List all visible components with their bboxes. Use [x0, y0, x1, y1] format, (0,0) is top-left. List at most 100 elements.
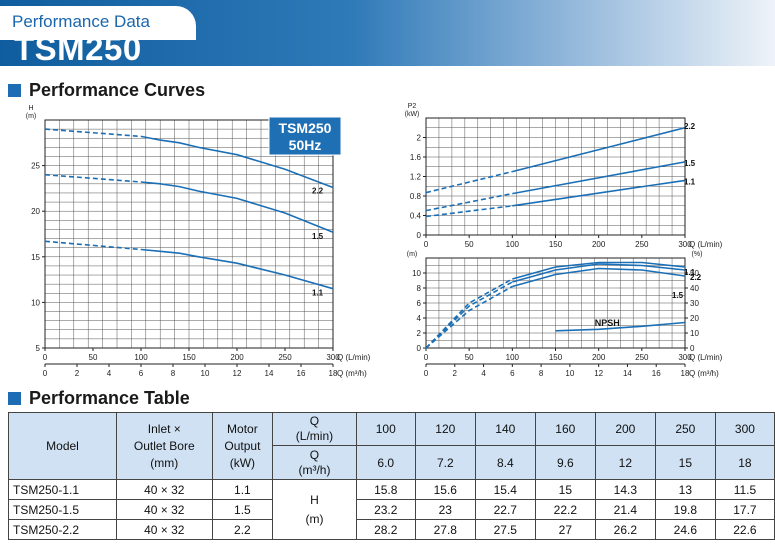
x2-axis-label: Q (m³/h): [337, 369, 367, 378]
x2-tick-label: 14: [265, 369, 274, 378]
x-tick-label: 300: [678, 353, 692, 362]
x2-tick-label: 10: [201, 369, 210, 378]
x-tick-label: 0: [424, 353, 429, 362]
x2-tick-label: 14: [623, 369, 632, 378]
y-tick-label: 0.4: [410, 212, 422, 221]
head-value-cell: 28.2: [355, 519, 416, 540]
curve-npsh-eta-solid: [512, 261, 686, 280]
curve-power-dashed: [425, 205, 513, 218]
x2-tick-label: 4: [481, 369, 486, 378]
head-value-cell: 22.2: [534, 499, 596, 520]
series-label: 2.2: [684, 122, 696, 131]
head-value-cell: 22.6: [714, 519, 775, 540]
curve-head-solid: [140, 248, 334, 290]
y-tick-label: 10: [31, 298, 40, 307]
head-value-cell: 15.4: [474, 479, 536, 500]
model-cell: TSM250-2.2: [7, 519, 118, 540]
x-tick-label: 200: [592, 240, 606, 249]
y2-axis-label: Eta: [692, 248, 703, 250]
model-badge: [268, 116, 342, 156]
x2-tick-label: 18: [681, 369, 690, 378]
x-tick-label: 0: [424, 240, 429, 249]
model-cell: TSM250-1.1: [7, 479, 118, 500]
y-axis-label: NPSH: [402, 248, 421, 250]
y-axis-unit: (kW): [405, 111, 420, 118]
series-label: 1.5: [312, 232, 324, 241]
y-tick-label: 15: [31, 253, 40, 262]
x-axis-label: Q (L/min): [337, 353, 371, 362]
flow-lmin-cell: 120: [414, 412, 476, 446]
y-tick-label: 1.6: [410, 153, 422, 162]
x-tick-label: 150: [182, 353, 196, 362]
y-tick-label: 2: [417, 134, 422, 143]
head-value-cell: 27.5: [474, 519, 536, 540]
y-axis-unit: (m): [407, 251, 418, 258]
y2-tick-label: 0: [690, 344, 695, 353]
x-tick-label: 200: [592, 353, 606, 362]
y-tick-label: 0: [417, 231, 422, 240]
badge-model: TSM250: [279, 120, 332, 136]
y-tick-label: 8: [417, 284, 422, 293]
series-label: 1.5: [684, 159, 696, 168]
x2-tick-label: 18: [329, 369, 338, 378]
curve-power-solid: [512, 161, 686, 195]
y2-tick-label: 40: [690, 284, 699, 293]
x2-tick-label: 6: [510, 369, 515, 378]
section-heading-curves: Performance Curves: [8, 80, 205, 100]
flow-m3h-cell: 9.6: [534, 445, 596, 480]
series-label: 1.1: [312, 289, 324, 298]
x-axis-label: Q (L/min): [689, 240, 723, 249]
head-value-cell: 13: [654, 479, 716, 500]
header-q-m3h: Q (m³/h): [272, 445, 357, 480]
bore-cell: 40 × 32: [116, 519, 213, 540]
flow-lmin-cell: 250: [654, 412, 716, 446]
table-row: TSM250-2.2 40 × 32 2.2 28.2 27.8 27.5 27…: [7, 519, 775, 540]
flow-lmin-cell: 200: [594, 412, 656, 446]
y-tick-label: 10: [412, 269, 421, 278]
y-tick-label: 1.2: [410, 173, 422, 182]
badge-frequency: 50Hz: [289, 137, 322, 153]
y2-tick-label: 30: [690, 299, 699, 308]
x2-tick-label: 12: [233, 369, 242, 378]
head-value-cell: 26.2: [594, 519, 656, 540]
x-tick-label: 250: [635, 240, 649, 249]
head-value-cell: 15.8: [355, 479, 416, 500]
x-tick-label: 250: [635, 353, 649, 362]
x-tick-label: 100: [134, 353, 148, 362]
y-tick-label: 5: [36, 344, 41, 353]
curve-power-dashed: [425, 170, 513, 194]
x2-tick-label: 16: [652, 369, 661, 378]
y-tick-label: 20: [31, 207, 40, 216]
head-value-cell: 15.6: [414, 479, 476, 500]
x-tick-label: 50: [89, 353, 98, 362]
flow-lmin-cell: 300: [714, 412, 775, 446]
x2-axis-label: Q (m³/h): [689, 369, 719, 378]
curve-head-solid: [140, 181, 334, 233]
y-tick-label: 25: [31, 162, 40, 171]
y-axis-label: P2: [408, 103, 417, 110]
head-value-cell: 19.8: [654, 499, 716, 520]
x-tick-label: 300: [326, 353, 340, 362]
flow-m3h-cell: 6.0: [355, 445, 416, 480]
y-axis-unit: (m): [26, 113, 37, 120]
bore-cell: 40 × 32: [116, 499, 213, 520]
x-tick-label: 100: [506, 240, 520, 249]
npsh-curve-label: NPSH: [595, 318, 620, 328]
x-tick-label: 250: [278, 353, 292, 362]
y-tick-label: 0: [417, 344, 422, 353]
x2-tick-label: 12: [594, 369, 603, 378]
section-square-icon: [8, 391, 21, 405]
banner-subtitle: Performance Data: [12, 12, 150, 31]
x-tick-label: 150: [549, 353, 563, 362]
y2-tick-label: 50: [690, 269, 699, 278]
motor-cell: 1.1: [211, 479, 274, 500]
x2-tick-label: 2: [453, 369, 458, 378]
header-bore: Inlet × Outlet Bore (mm): [116, 412, 213, 480]
series-label: 1.5: [672, 291, 684, 300]
x-tick-label: 50: [465, 353, 474, 362]
flow-m3h-cell: 18: [714, 445, 775, 480]
y2-axis-unit: (%): [692, 251, 703, 258]
curve-head-dashed: [44, 173, 142, 183]
